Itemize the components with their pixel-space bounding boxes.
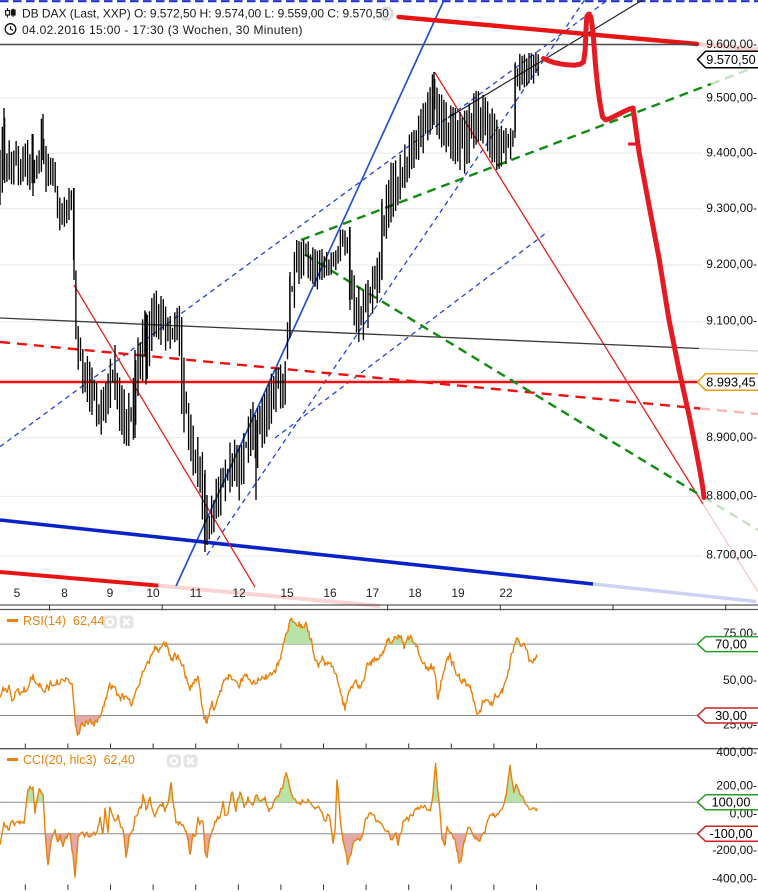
svg-text:04.02.2016 15:00 - 17:30 (3 Wo: 04.02.2016 15:00 - 17:30 (3 Wochen, 30 M… <box>22 23 303 37</box>
svg-text:9.500,00-: 9.500,00- <box>706 91 757 105</box>
svg-text:200,00-: 200,00- <box>716 779 757 793</box>
svg-text:100,00: 100,00 <box>712 796 751 810</box>
svg-text:50,00-: 50,00- <box>723 673 757 687</box>
svg-text:5: 5 <box>14 586 21 600</box>
svg-text:CCI(20, hlc3) 62,40: CCI(20, hlc3) 62,40 <box>23 753 135 767</box>
svg-text:12: 12 <box>232 586 246 600</box>
svg-text:9.400,00-: 9.400,00- <box>706 146 757 160</box>
svg-text:-200,00-: -200,00- <box>712 843 757 857</box>
svg-text:15: 15 <box>280 586 294 600</box>
svg-text:10: 10 <box>146 586 160 600</box>
svg-text:8.900,00-: 8.900,00- <box>706 430 757 444</box>
svg-text:DB DAX (Last, XXP) O: 9.572,5: DB DAX (Last, XXP) O: 9.572,50 H: 9.574,… <box>22 6 389 20</box>
svg-text:30,00: 30,00 <box>715 709 747 723</box>
svg-text:8: 8 <box>61 586 68 600</box>
svg-text:9.570,50: 9.570,50 <box>706 53 755 67</box>
svg-text:8.700,00-: 8.700,00- <box>706 548 757 562</box>
svg-text:RSI(14) 62,44: RSI(14) 62,44 <box>23 614 104 628</box>
svg-text:9.300,00-: 9.300,00- <box>706 201 757 215</box>
svg-text:70,00: 70,00 <box>715 638 747 652</box>
svg-text:18: 18 <box>408 586 422 600</box>
svg-text:9: 9 <box>107 586 114 600</box>
svg-text:8.993,45: 8.993,45 <box>706 375 755 389</box>
svg-text:19: 19 <box>451 586 465 600</box>
svg-text:9.600,00-: 9.600,00- <box>706 37 757 51</box>
svg-text:16: 16 <box>323 586 337 600</box>
svg-text:17: 17 <box>366 586 380 600</box>
svg-text:-100,00: -100,00 <box>709 827 752 841</box>
svg-text:400,00-: 400,00- <box>716 745 757 759</box>
svg-text:9.200,00-: 9.200,00- <box>706 257 757 271</box>
svg-text:9.100,00-: 9.100,00- <box>706 314 757 328</box>
svg-text:11: 11 <box>190 586 203 600</box>
svg-text:8.800,00-: 8.800,00- <box>706 489 757 503</box>
svg-text:-400,00-: -400,00- <box>712 871 757 885</box>
svg-text:22: 22 <box>499 586 513 600</box>
